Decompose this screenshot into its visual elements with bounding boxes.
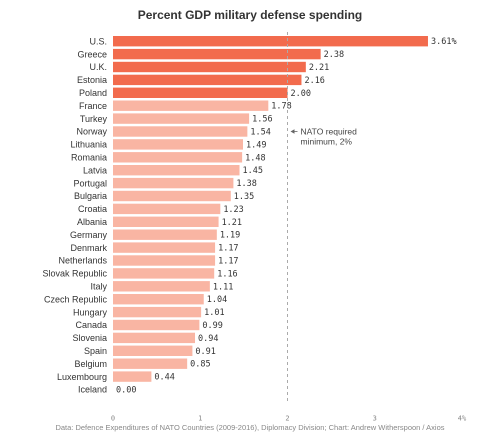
value-label: 1.48 xyxy=(245,153,265,163)
x-tick-label: 3 xyxy=(373,415,377,423)
bar-romania xyxy=(113,152,243,163)
category-label: Turkey xyxy=(80,114,108,124)
value-label: 1.04 xyxy=(207,295,227,305)
source-note: Data: Defence Expenditures of NATO Count… xyxy=(55,423,445,432)
category-label: Latvia xyxy=(83,165,107,175)
bar-poland xyxy=(113,87,288,98)
bar-denmark xyxy=(113,242,216,253)
bar-estonia xyxy=(113,74,302,86)
category-label: Lithuania xyxy=(70,140,107,150)
bars xyxy=(113,36,428,382)
bar-greece xyxy=(113,48,321,60)
category-label: Slovak Republic xyxy=(42,269,107,279)
x-tick-label: 4% xyxy=(458,415,467,423)
category-label: U.S. xyxy=(89,36,107,46)
bar-croatia xyxy=(113,203,221,215)
category-label: Portugal xyxy=(73,178,107,188)
bar-spain xyxy=(113,345,193,356)
value-label: 1.21 xyxy=(222,218,242,228)
value-label: 0.44 xyxy=(154,373,174,383)
value-label: 1.45 xyxy=(243,166,263,176)
annotation-text-line: minimum, 2% xyxy=(301,137,353,147)
x-tick-label: 2 xyxy=(285,415,289,423)
bar-france xyxy=(113,100,269,111)
value-label: 2.38 xyxy=(324,50,344,60)
x-axis-ticks: 0 1 2 3 4% xyxy=(111,415,467,423)
category-label: Czech Republic xyxy=(44,294,108,304)
value-label: 1.17 xyxy=(218,257,238,267)
value-label: 0.94 xyxy=(198,334,218,344)
bar-u-k- xyxy=(113,61,306,73)
chart-title: Percent GDP military defense spending xyxy=(137,8,363,22)
value-label: 1.54 xyxy=(250,128,270,138)
value-label: 1.23 xyxy=(223,205,243,215)
labels: U.S. 3.61% Greece 2.38 U.K. 2.21 Estonia 2.16 Po… xyxy=(42,36,456,395)
bar-turkey xyxy=(113,113,250,124)
bar-hungary xyxy=(113,306,202,318)
category-label: Bulgaria xyxy=(74,191,107,201)
category-label: Netherlands xyxy=(58,256,107,266)
category-label: Luxembourg xyxy=(57,372,107,382)
bar-czech-republic xyxy=(113,294,204,305)
value-label: 1.49 xyxy=(246,140,266,150)
value-label: 1.19 xyxy=(220,231,240,241)
annotation-text-line: NATO required xyxy=(301,127,358,137)
category-label: Italy xyxy=(90,282,107,292)
category-label: Belgium xyxy=(74,359,107,369)
value-label: 0.99 xyxy=(202,321,222,331)
category-label: Croatia xyxy=(78,204,107,214)
category-label: Slovenia xyxy=(72,333,107,343)
x-tick-label: 0 xyxy=(111,415,115,423)
bar-u-s- xyxy=(113,36,428,47)
category-label: Albania xyxy=(77,217,107,227)
category-label: France xyxy=(79,101,107,111)
category-label: Spain xyxy=(84,346,107,356)
value-label: 1.56 xyxy=(252,115,272,125)
bar-luxembourg xyxy=(113,371,152,382)
category-label: Poland xyxy=(79,88,107,98)
bar-latvia xyxy=(113,165,240,176)
value-label: 1.01 xyxy=(204,308,224,318)
bar-bulgaria xyxy=(113,190,231,202)
value-label: 0.91 xyxy=(195,347,215,357)
annotation-arrow-head xyxy=(290,129,295,134)
value-label: 1.78 xyxy=(271,102,291,112)
bar-albania xyxy=(113,216,219,227)
category-label: Greece xyxy=(77,49,107,59)
bar-portugal xyxy=(113,177,234,189)
category-label: Germany xyxy=(70,230,108,240)
category-label: Hungary xyxy=(73,307,108,317)
value-label: 3.61% xyxy=(431,37,457,47)
value-label: 2.16 xyxy=(304,76,324,86)
bar-slovenia xyxy=(113,332,196,344)
value-label: 2.00 xyxy=(291,89,311,99)
bar-germany xyxy=(113,229,217,240)
value-label: 1.35 xyxy=(234,192,254,202)
value-label: 0.00 xyxy=(116,386,136,396)
category-label: Denmark xyxy=(70,243,107,253)
value-label: 0.85 xyxy=(190,360,210,370)
category-label: Canada xyxy=(75,320,107,330)
value-label: 2.21 xyxy=(309,63,329,73)
value-label: 1.11 xyxy=(213,282,233,292)
bar-lithuania xyxy=(113,139,244,150)
bar-netherlands xyxy=(113,255,216,266)
category-label: Norway xyxy=(76,127,107,137)
category-label: Estonia xyxy=(77,75,107,85)
value-label: 1.38 xyxy=(236,179,256,189)
category-label: Romania xyxy=(71,153,107,163)
value-label: 1.17 xyxy=(218,244,238,254)
bar-belgium xyxy=(113,358,188,369)
bar-norway xyxy=(113,126,248,137)
bar-canada xyxy=(113,319,200,331)
bar-italy xyxy=(113,281,210,292)
category-label: Iceland xyxy=(78,385,107,395)
bar-slovak-republic xyxy=(113,268,215,279)
x-tick-label: 1 xyxy=(198,415,202,423)
category-label: U.K. xyxy=(89,62,107,72)
value-label: 1.16 xyxy=(217,269,237,279)
